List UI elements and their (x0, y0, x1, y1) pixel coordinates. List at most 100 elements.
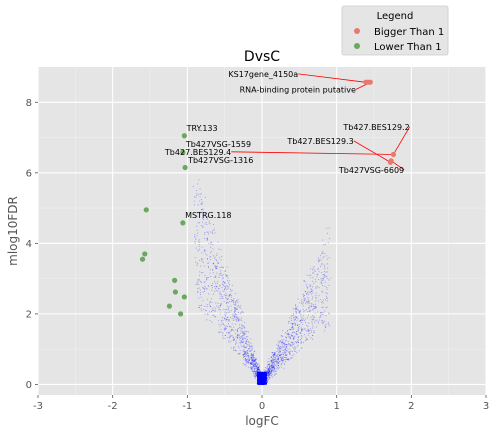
bg-point (269, 366, 271, 369)
bg-point (192, 185, 194, 187)
bg-point (306, 274, 308, 276)
bg-point (225, 318, 227, 320)
bg-point (317, 268, 319, 270)
bg-point (271, 360, 273, 362)
bg-point (206, 212, 208, 214)
bg-point (301, 321, 303, 323)
bg-point (250, 346, 253, 348)
bg-point (200, 198, 202, 200)
bg-point (270, 360, 272, 362)
bg-point (290, 322, 292, 324)
bg-point (305, 336, 307, 338)
bg-point (214, 265, 216, 267)
bg-point (300, 319, 302, 321)
bg-point (254, 370, 256, 373)
bg-point (276, 362, 278, 364)
x-axis-title: logFC (245, 414, 279, 428)
bg-point (287, 333, 290, 335)
bg-point (250, 367, 252, 369)
bg-point (243, 353, 245, 355)
bg-point (312, 308, 314, 310)
bg-point (217, 261, 219, 263)
bg-point (280, 350, 282, 352)
bg-point (221, 321, 223, 323)
bg-point (291, 315, 293, 317)
bg-point (246, 352, 248, 354)
bg-point (271, 369, 273, 371)
bg-point (242, 342, 244, 344)
bg-point (240, 332, 242, 334)
bg-point (198, 279, 200, 281)
bg-point (252, 358, 254, 360)
bg-point (268, 361, 270, 363)
bg-point (304, 318, 307, 320)
bg-point (313, 282, 315, 284)
bg-point (255, 362, 257, 364)
bg-point (274, 356, 276, 358)
bg-point (193, 196, 196, 198)
bg-point (290, 334, 293, 336)
bg-point (224, 270, 226, 273)
bg-point (212, 282, 214, 285)
bg-point (295, 316, 297, 318)
bg-point (291, 345, 293, 347)
bg-point (257, 368, 259, 370)
bg-point (226, 325, 229, 327)
legend-marker-bigger (354, 28, 360, 34)
bg-point (243, 326, 245, 328)
bg-point (240, 307, 242, 309)
bg-point (223, 280, 225, 282)
bg-point (219, 309, 221, 311)
bg-point (250, 350, 252, 352)
bg-point (302, 309, 304, 311)
bg-point (270, 372, 272, 374)
bg-point (280, 359, 282, 361)
bg-point (198, 306, 200, 309)
bg-point (312, 334, 314, 336)
bg-point (251, 367, 253, 369)
bg-point (328, 312, 330, 314)
bg-point (204, 250, 206, 252)
bg-point (241, 311, 243, 313)
bg-point (322, 252, 324, 254)
bg-point (195, 238, 197, 240)
bg-point (244, 337, 246, 339)
bg-point (307, 300, 310, 302)
bg-point (271, 364, 273, 366)
bg-point (196, 225, 198, 227)
bg-point (306, 292, 308, 295)
bg-point (283, 342, 285, 344)
bg-point (303, 295, 305, 298)
bg-point (254, 376, 256, 378)
bg-point (276, 357, 278, 360)
bg-point (274, 358, 276, 360)
bg-point (272, 361, 274, 363)
bg-point (209, 269, 211, 271)
bg-point (211, 230, 214, 232)
bg-point (299, 319, 302, 321)
bg-point (224, 327, 226, 329)
bg-point (273, 354, 276, 356)
bg-point (196, 193, 198, 195)
bg-point (254, 370, 256, 372)
bg-point (282, 361, 284, 363)
bg-point (236, 320, 238, 322)
bg-point (247, 355, 249, 357)
bg-point (194, 233, 196, 235)
bg-point (280, 357, 282, 359)
bg-point (312, 334, 314, 337)
bg-point (285, 357, 288, 359)
bg-point (297, 329, 299, 331)
bg-point (243, 344, 245, 346)
bg-point (307, 329, 309, 331)
bg-point (287, 336, 289, 338)
bg-point (326, 275, 328, 277)
bg-point (304, 298, 306, 300)
bg-point (292, 341, 294, 344)
bg-point (235, 339, 237, 341)
bg-point (242, 331, 244, 333)
bg-point (283, 356, 286, 359)
bg-point (225, 298, 227, 300)
bg-point (235, 350, 237, 352)
bg-point (272, 358, 274, 360)
